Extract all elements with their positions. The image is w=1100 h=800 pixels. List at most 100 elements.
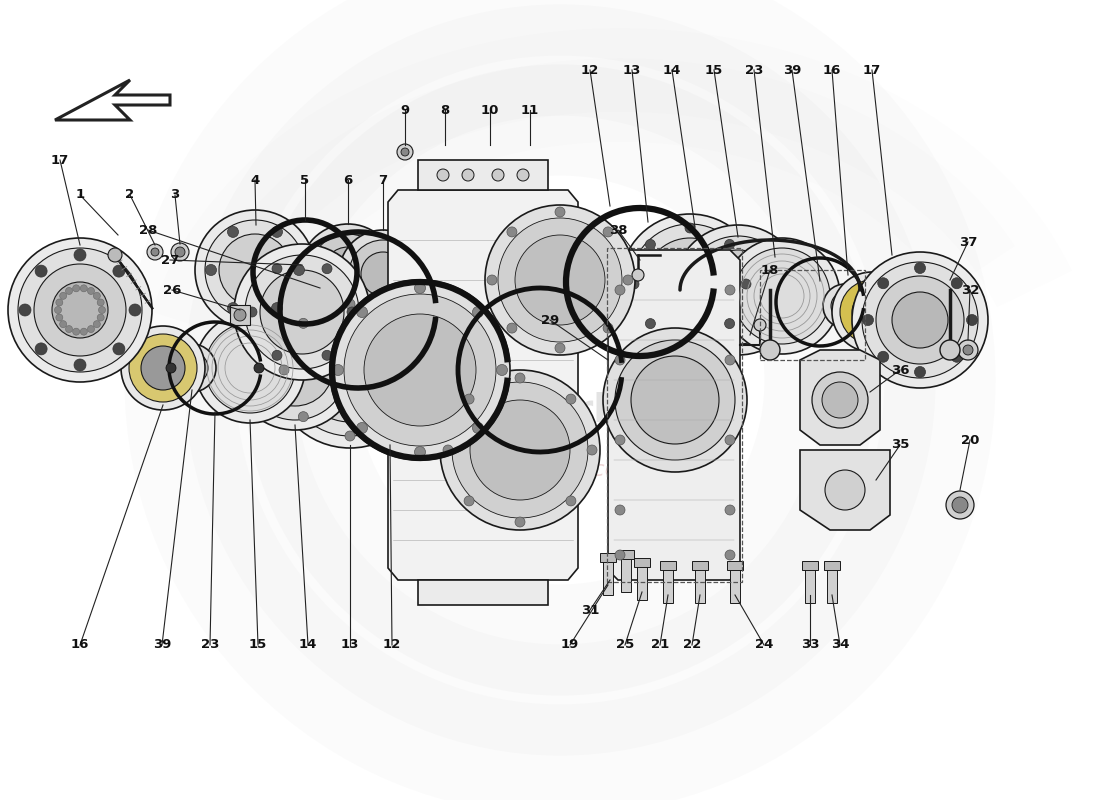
Text: 15: 15	[249, 638, 267, 651]
Bar	[824, 561, 840, 570]
Circle shape	[205, 220, 305, 320]
Circle shape	[603, 227, 613, 237]
Circle shape	[97, 299, 104, 306]
Text: 14: 14	[299, 638, 317, 651]
Circle shape	[962, 345, 974, 355]
Circle shape	[615, 340, 735, 460]
Circle shape	[121, 326, 205, 410]
Text: 26: 26	[163, 283, 182, 297]
Circle shape	[914, 366, 925, 378]
Circle shape	[615, 505, 625, 515]
Circle shape	[129, 334, 197, 402]
Circle shape	[113, 265, 125, 277]
Circle shape	[515, 373, 525, 383]
Circle shape	[147, 244, 163, 260]
Circle shape	[18, 248, 142, 372]
Circle shape	[725, 285, 735, 295]
Polygon shape	[608, 250, 740, 580]
Text: 12: 12	[383, 638, 402, 651]
Circle shape	[603, 328, 747, 472]
Circle shape	[397, 144, 412, 160]
Circle shape	[862, 262, 978, 378]
Circle shape	[345, 299, 355, 309]
Text: 18: 18	[761, 263, 779, 277]
Bar	[663, 565, 673, 603]
Circle shape	[620, 214, 760, 354]
Text: 2: 2	[125, 189, 134, 202]
Circle shape	[330, 280, 510, 460]
Polygon shape	[388, 190, 578, 580]
Circle shape	[176, 352, 208, 384]
Text: 23: 23	[745, 63, 763, 77]
Circle shape	[470, 400, 570, 500]
Circle shape	[684, 236, 792, 344]
Text: 3: 3	[170, 189, 179, 202]
Circle shape	[294, 265, 305, 275]
Circle shape	[754, 319, 766, 331]
Circle shape	[631, 356, 719, 444]
Text: 34: 34	[830, 638, 849, 651]
Circle shape	[473, 306, 484, 318]
Text: 17: 17	[862, 63, 881, 77]
Circle shape	[487, 275, 497, 285]
Circle shape	[556, 343, 565, 353]
Bar	[600, 553, 616, 562]
Circle shape	[175, 247, 185, 257]
Circle shape	[892, 292, 948, 348]
Circle shape	[170, 243, 189, 261]
Circle shape	[952, 278, 962, 289]
Circle shape	[725, 505, 735, 515]
Circle shape	[392, 412, 402, 422]
Circle shape	[725, 239, 735, 250]
Circle shape	[878, 351, 889, 362]
Circle shape	[166, 363, 176, 373]
Circle shape	[55, 306, 62, 314]
Text: 14: 14	[663, 63, 681, 77]
Text: 32: 32	[960, 283, 979, 297]
Circle shape	[515, 235, 605, 325]
Circle shape	[99, 306, 106, 314]
Circle shape	[361, 252, 405, 296]
Text: 12: 12	[581, 63, 600, 77]
Text: 11: 11	[521, 103, 539, 117]
Circle shape	[415, 282, 426, 294]
Circle shape	[129, 304, 141, 316]
Text: 8: 8	[440, 103, 450, 117]
Bar	[727, 561, 742, 570]
Circle shape	[946, 491, 974, 519]
Circle shape	[840, 280, 904, 344]
Bar	[603, 557, 613, 595]
Text: 39: 39	[153, 638, 172, 651]
Circle shape	[852, 292, 892, 332]
Circle shape	[565, 496, 576, 506]
Circle shape	[485, 205, 635, 355]
Circle shape	[852, 252, 988, 388]
Circle shape	[272, 226, 283, 238]
Text: 20: 20	[960, 434, 979, 446]
Circle shape	[507, 323, 517, 333]
Circle shape	[34, 264, 126, 356]
Polygon shape	[418, 580, 548, 605]
Circle shape	[345, 431, 355, 441]
Circle shape	[228, 226, 239, 238]
Circle shape	[272, 302, 283, 314]
Bar	[692, 561, 708, 570]
Text: euromotorhomes: euromotorhomes	[362, 391, 738, 429]
Circle shape	[73, 285, 79, 292]
Circle shape	[440, 370, 600, 530]
Circle shape	[94, 321, 100, 328]
Circle shape	[402, 148, 409, 156]
Text: a passion for excellence: a passion for excellence	[416, 460, 684, 480]
Text: 36: 36	[891, 363, 910, 377]
Text: 31: 31	[581, 603, 600, 617]
Text: 19: 19	[561, 638, 579, 651]
Circle shape	[615, 435, 625, 445]
Circle shape	[411, 365, 421, 375]
Circle shape	[822, 382, 858, 418]
Circle shape	[234, 309, 246, 321]
Bar	[802, 561, 818, 570]
Circle shape	[59, 292, 67, 299]
Circle shape	[646, 318, 656, 329]
Circle shape	[279, 365, 289, 375]
Text: 38: 38	[608, 223, 627, 237]
